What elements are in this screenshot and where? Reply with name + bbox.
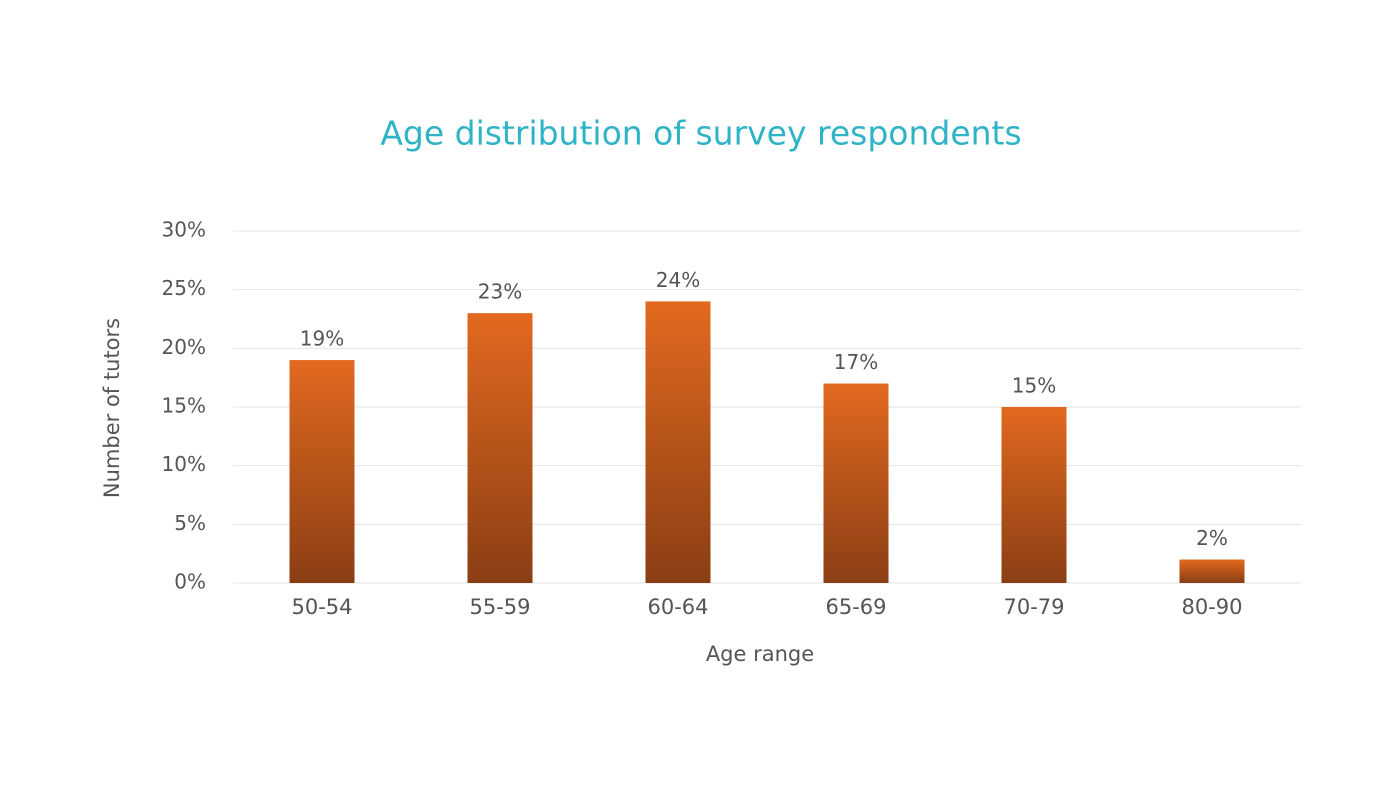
chart-title: Age distribution of survey respondents (380, 114, 1021, 153)
bar (1001, 407, 1067, 583)
y-tick-label: 20% (162, 335, 206, 359)
bar (289, 360, 355, 583)
value-label: 23% (478, 280, 522, 304)
y-tick-label: 10% (162, 452, 206, 476)
x-tick-label: 70-79 (1003, 595, 1064, 619)
bar (1179, 559, 1245, 583)
bar (823, 383, 889, 583)
x-tick-label: 55-59 (469, 595, 530, 619)
y-tick-label: 25% (162, 276, 206, 300)
x-tick-label: 65-69 (825, 595, 886, 619)
bar (645, 301, 711, 583)
x-tick-label: 80-90 (1181, 595, 1242, 619)
bar (467, 313, 533, 583)
value-label: 24% (656, 268, 700, 292)
y-axis-label: Number of tutors (100, 318, 124, 498)
x-axis-label: Age range (706, 642, 814, 666)
x-tick-label: 60-64 (647, 595, 708, 619)
value-label: 2% (1196, 526, 1228, 550)
value-label: 19% (300, 327, 344, 351)
y-tick-label: 0% (174, 570, 206, 594)
value-label: 17% (834, 350, 878, 374)
value-label: 15% (1012, 374, 1056, 398)
x-tick-label: 50-54 (291, 595, 352, 619)
y-tick-label: 5% (174, 511, 206, 535)
y-tick-label: 30% (162, 218, 206, 242)
y-tick-label: 15% (162, 394, 206, 418)
